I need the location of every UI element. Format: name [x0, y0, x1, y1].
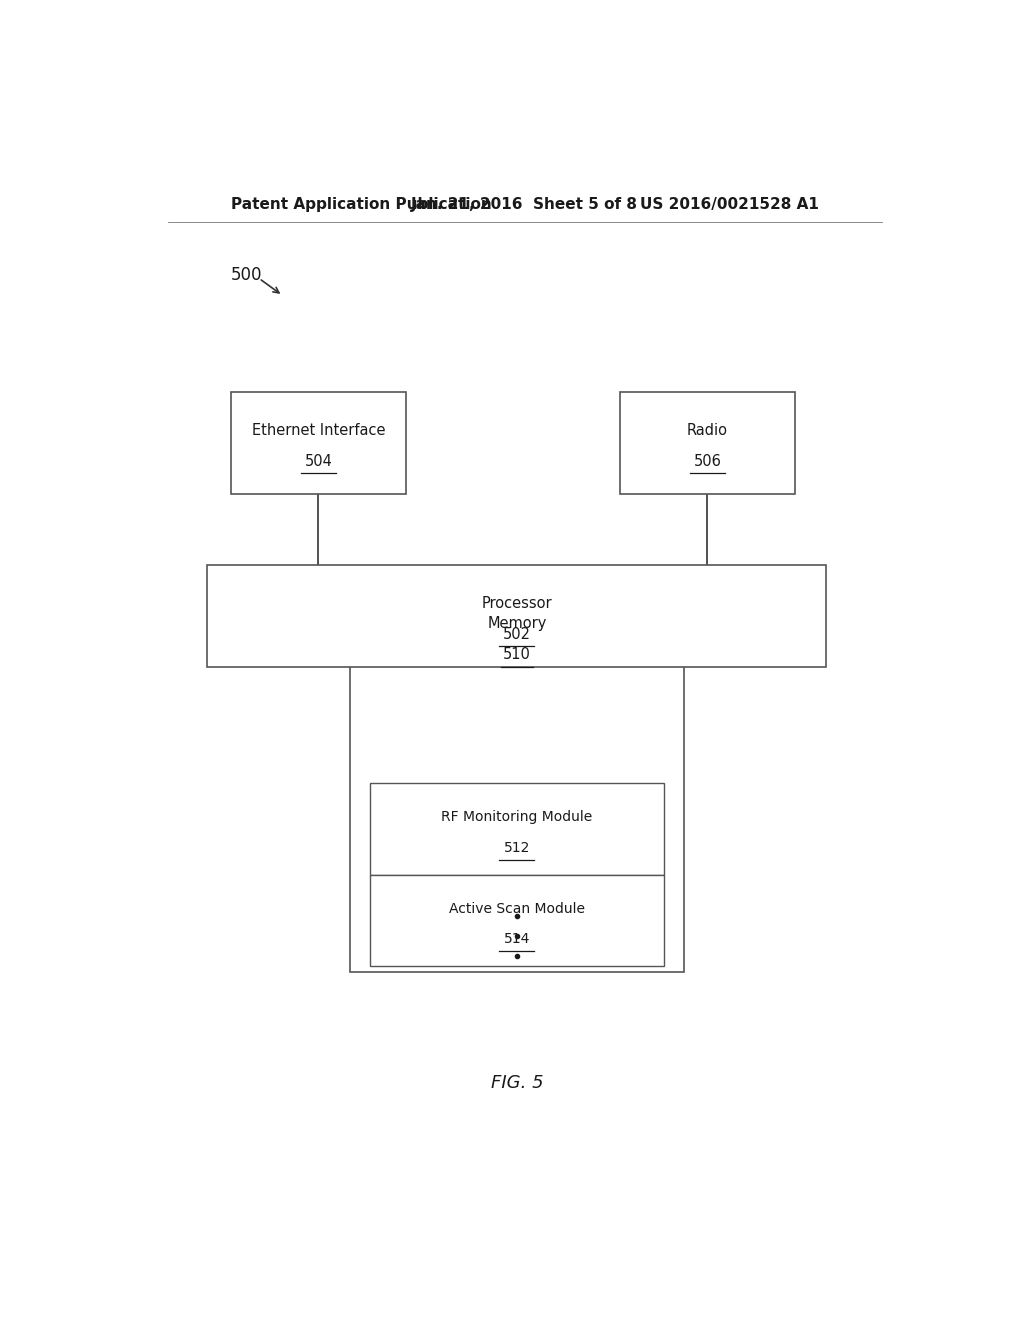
FancyBboxPatch shape [370, 875, 664, 966]
Text: US 2016/0021528 A1: US 2016/0021528 A1 [640, 197, 818, 211]
Text: 510: 510 [503, 647, 530, 661]
Text: Ethernet Interface: Ethernet Interface [252, 424, 385, 438]
FancyBboxPatch shape [370, 784, 664, 875]
Text: Patent Application Publication: Patent Application Publication [231, 197, 492, 211]
Text: 506: 506 [693, 454, 721, 469]
Text: 504: 504 [304, 454, 333, 469]
FancyBboxPatch shape [207, 565, 826, 667]
Text: 514: 514 [504, 932, 530, 946]
FancyBboxPatch shape [350, 585, 684, 972]
Text: FIG. 5: FIG. 5 [490, 1074, 543, 1093]
Text: Processor: Processor [481, 597, 552, 611]
Text: Radio: Radio [687, 424, 728, 438]
FancyBboxPatch shape [231, 392, 406, 494]
Text: Memory: Memory [487, 616, 547, 631]
FancyBboxPatch shape [620, 392, 795, 494]
Text: 500: 500 [231, 267, 263, 284]
Text: Jan. 21, 2016  Sheet 5 of 8: Jan. 21, 2016 Sheet 5 of 8 [412, 197, 638, 211]
Text: RF Monitoring Module: RF Monitoring Module [441, 810, 593, 824]
Text: 512: 512 [504, 841, 530, 854]
Text: 502: 502 [503, 627, 530, 642]
Text: Active Scan Module: Active Scan Module [449, 902, 585, 916]
